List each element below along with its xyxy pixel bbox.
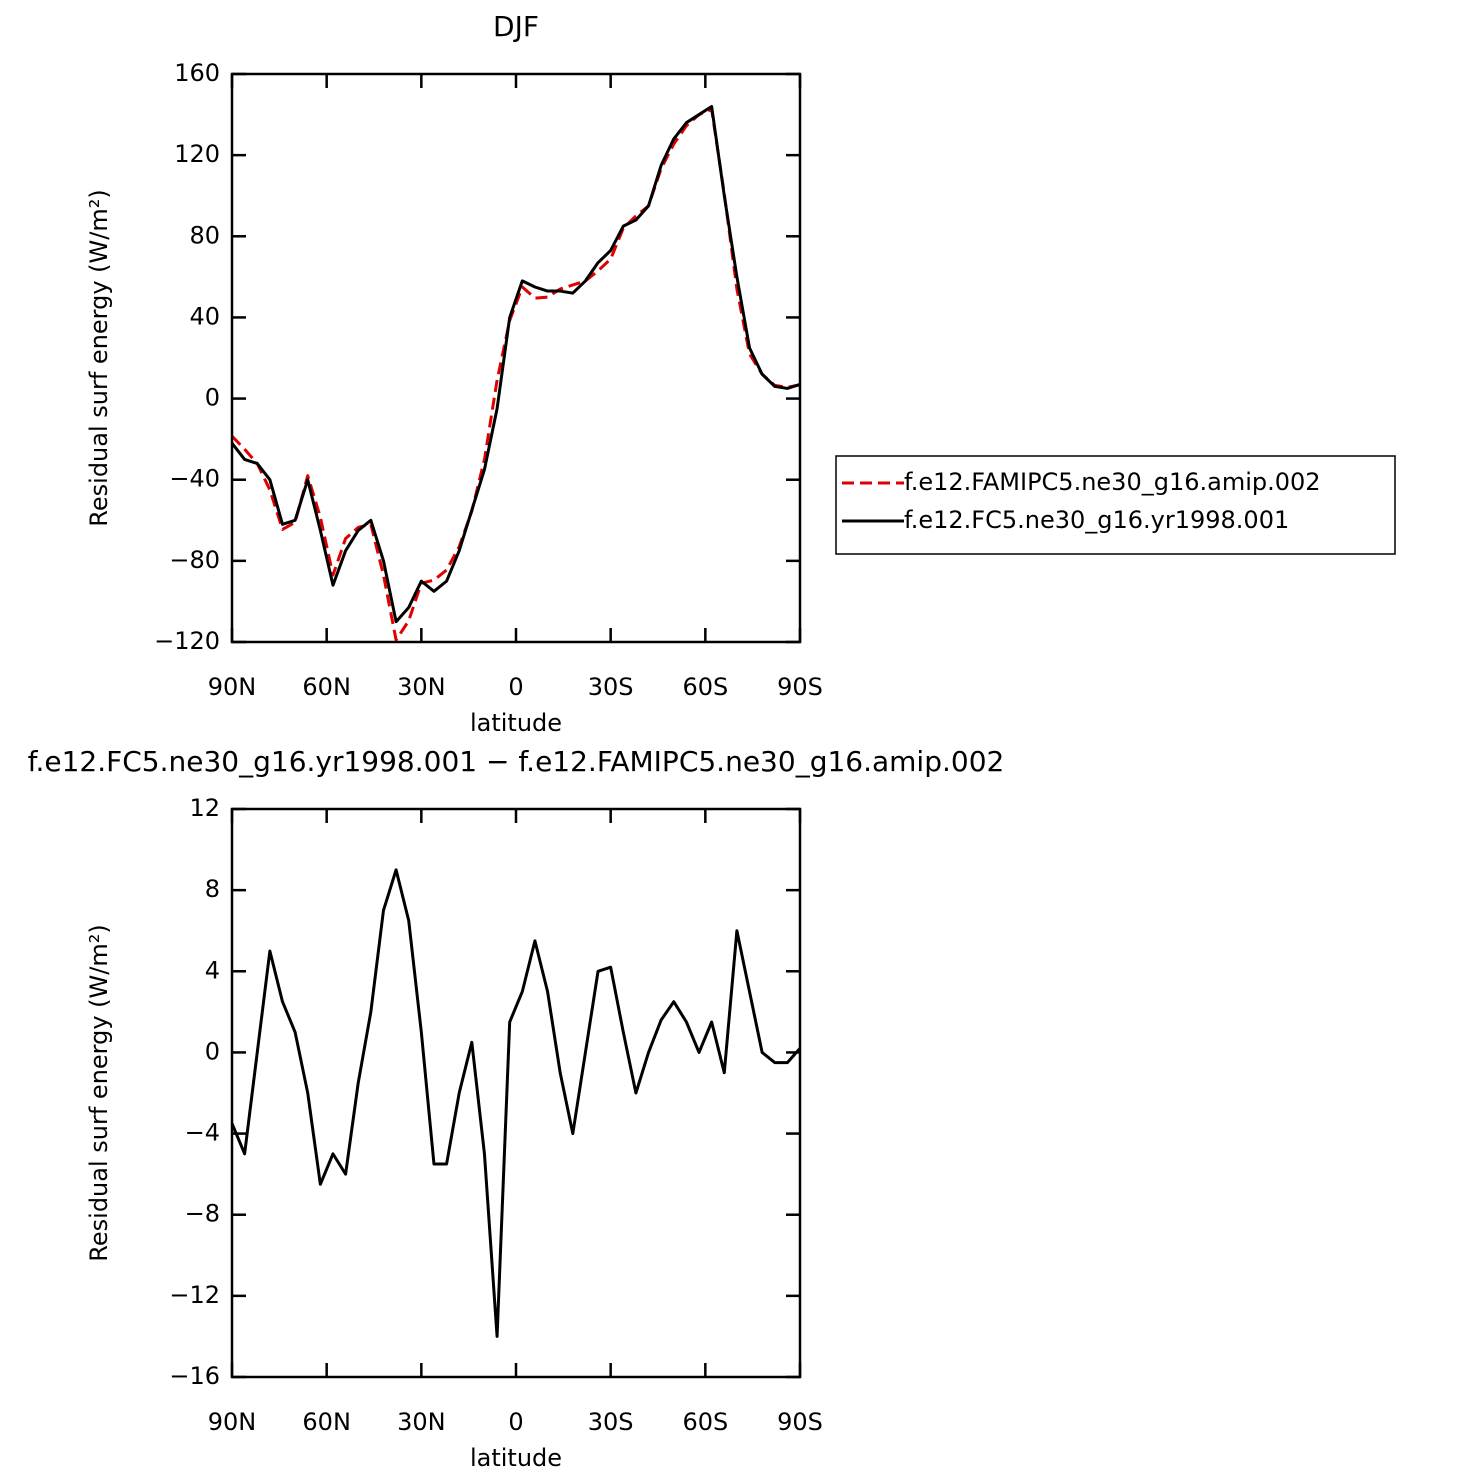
- plot-frame: [230, 807, 802, 1379]
- x-tick-label: 90N: [208, 1408, 257, 1436]
- x-axis-label: latitude: [470, 709, 562, 737]
- y-tick-label: 0: [205, 1037, 220, 1065]
- x-tick-label: 0: [508, 673, 523, 701]
- y-tick-label: −120: [154, 627, 220, 655]
- y-tick-label: −16: [169, 1362, 220, 1390]
- x-axis-label: latitude: [470, 1444, 562, 1472]
- y-tick-label: −8: [185, 1200, 220, 1228]
- x-tick-label: 60N: [302, 1408, 351, 1436]
- x-tick-label: 30S: [588, 1408, 634, 1436]
- legend-label: f.e12.FC5.ne30_g16.yr1998.001: [904, 506, 1289, 534]
- data-line: [230, 108, 801, 642]
- y-tick-label: 8: [205, 875, 220, 903]
- legend-box: [835, 455, 1396, 555]
- x-tick-label: 60S: [682, 673, 728, 701]
- y-tick-label: 160: [174, 59, 220, 87]
- data-line: [230, 868, 802, 1338]
- x-tick-label: 30S: [588, 673, 634, 701]
- chart-title: f.e12.FC5.ne30_g16.yr1998.001 − f.e12.FA…: [28, 745, 1005, 778]
- y-tick-label: 12: [189, 794, 220, 822]
- chart-title: DJF: [493, 10, 539, 43]
- y-tick-label: 80: [189, 221, 220, 249]
- plot-frame: [230, 72, 802, 644]
- x-tick-label: 30N: [397, 673, 446, 701]
- x-tick-label: 90S: [777, 1408, 823, 1436]
- x-tick-label: 90S: [777, 673, 823, 701]
- x-tick-label: 60S: [682, 1408, 728, 1436]
- y-tick-label: −80: [169, 546, 220, 574]
- y-tick-label: −4: [185, 1119, 220, 1147]
- y-tick-label: −40: [169, 465, 220, 493]
- y-tick-label: −12: [169, 1281, 220, 1309]
- y-axis-label: Residual surf energy (W/m²): [85, 189, 113, 526]
- x-tick-label: 0: [508, 1408, 523, 1436]
- x-tick-label: 30N: [397, 1408, 446, 1436]
- x-tick-label: 60N: [302, 673, 351, 701]
- y-tick-label: 120: [174, 140, 220, 168]
- y-tick-label: 4: [205, 956, 220, 984]
- x-tick-label: 90N: [208, 673, 257, 701]
- y-tick-label: 40: [189, 302, 220, 330]
- legend-label: f.e12.FAMIPC5.ne30_g16.amip.002: [904, 468, 1321, 496]
- y-tick-label: 0: [205, 384, 220, 412]
- data-line: [230, 104, 801, 624]
- y-axis-label: Residual surf energy (W/m²): [85, 924, 113, 1261]
